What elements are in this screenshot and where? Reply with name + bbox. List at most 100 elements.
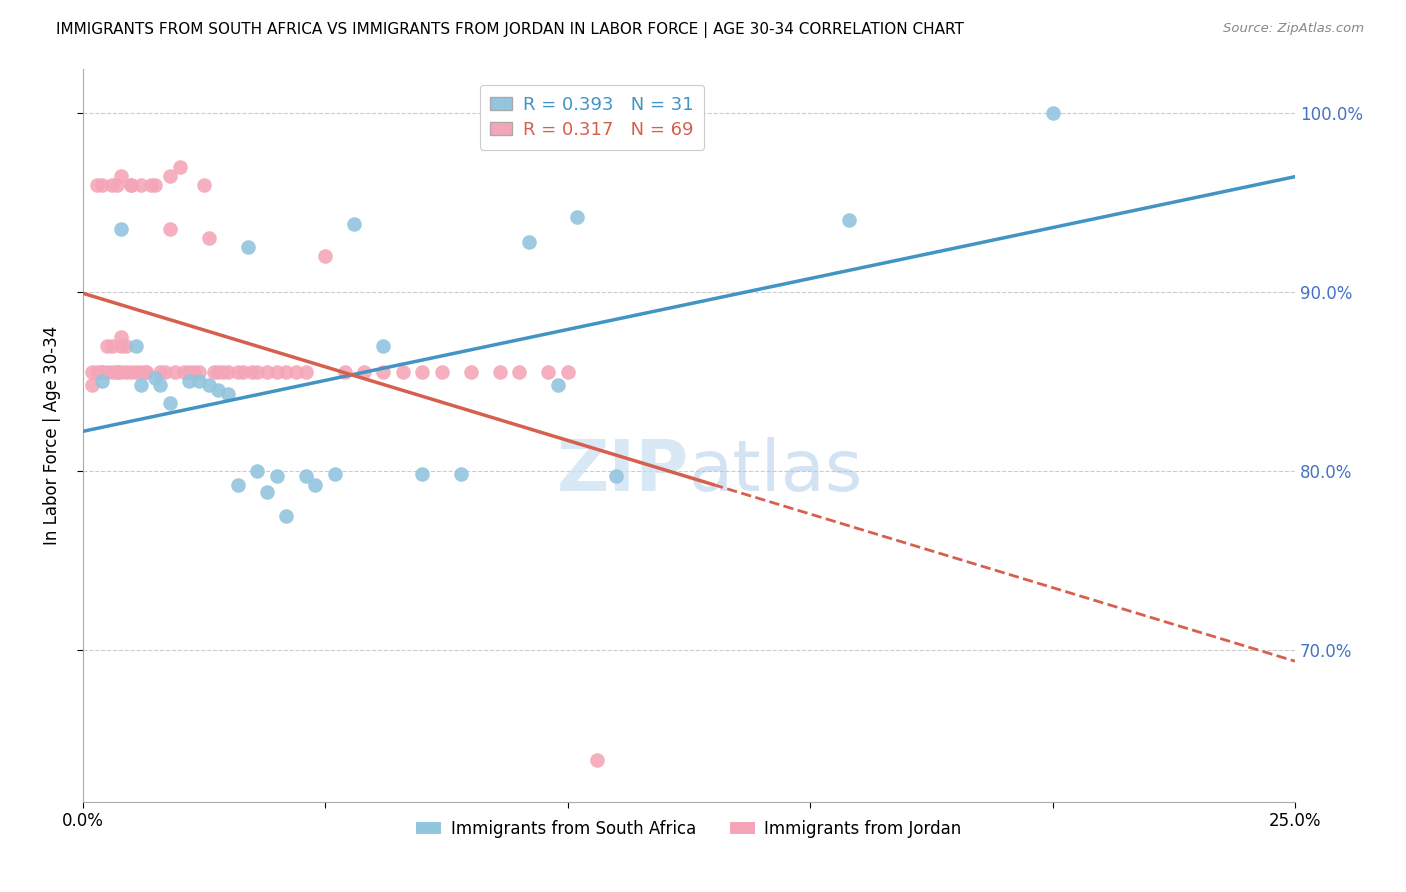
Point [129,178,152,192]
Point [149,378,172,392]
Point [488,366,510,380]
Point [197,378,219,392]
Point [82,378,104,392]
Point [256,366,278,380]
Point [159,396,181,410]
Point [115,366,138,380]
Point [145,371,167,385]
Point [285,366,308,380]
Y-axis label: In Labor Force | Age 30-34: In Labor Force | Age 30-34 [44,326,60,545]
Point [149,366,172,380]
Point [120,178,142,192]
Point [343,217,366,231]
Point [294,366,316,380]
Point [460,366,482,380]
Text: atlas: atlas [689,437,863,506]
Point [207,384,229,398]
Point [110,329,132,343]
Point [373,339,395,353]
Point [547,378,569,392]
Point [188,366,211,380]
Text: IMMIGRANTS FROM SOUTH AFRICA VS IMMIGRANTS FROM JORDAN IN LABOR FORCE | AGE 30-3: IMMIGRANTS FROM SOUTH AFRICA VS IMMIGRAN… [56,22,965,38]
Point [1042,106,1064,120]
Point [110,222,132,236]
Point [179,366,201,380]
Point [323,467,346,482]
Point [129,378,152,392]
Point [314,249,336,263]
Point [110,339,132,353]
Point [82,366,104,380]
Point [188,375,211,389]
Point [145,178,167,192]
Point [105,366,128,380]
Point [276,508,298,523]
Point [246,464,269,478]
Point [605,469,627,483]
Point [557,366,579,380]
Point [256,485,278,500]
Point [159,222,181,236]
Point [100,339,122,353]
Point [110,169,132,183]
Point [246,366,269,380]
Point [105,366,128,380]
Point [276,366,298,380]
Point [517,235,540,249]
Point [91,178,114,192]
Point [91,366,114,380]
Point [207,366,229,380]
Point [202,366,225,380]
Point [96,366,118,380]
Point [120,366,142,380]
Point [105,178,128,192]
Point [91,366,114,380]
Point [110,366,132,380]
Point [411,467,433,482]
Point [183,366,205,380]
Point [153,366,176,380]
Point [139,178,162,192]
Point [232,366,254,380]
Point [120,178,142,192]
Point [135,366,157,380]
Text: Source: ZipAtlas.com: Source: ZipAtlas.com [1223,22,1364,36]
Text: ZIP: ZIP [557,437,689,506]
Point [179,375,201,389]
Point [353,366,375,380]
Point [242,366,264,380]
Point [163,366,186,380]
Point [537,366,560,380]
Point [304,478,326,492]
Point [266,469,288,483]
Point [217,366,239,380]
Point [266,366,288,380]
Point [508,366,530,380]
Legend: Immigrants from South Africa, Immigrants from Jordan: Immigrants from South Africa, Immigrants… [409,814,969,845]
Point [226,478,249,492]
Point [430,366,453,380]
Point [100,178,122,192]
Point [100,366,122,380]
Point [838,213,860,227]
Point [193,178,215,192]
Point [125,339,148,353]
Point [129,366,152,380]
Point [450,467,472,482]
Point [96,339,118,353]
Point [173,366,195,380]
Point [212,366,235,380]
Point [373,366,395,380]
Point [135,366,157,380]
Point [217,387,239,401]
Point [115,339,138,353]
Point [585,754,607,768]
Point [333,366,356,380]
Point [567,210,589,224]
Point [125,366,148,380]
Point [391,366,413,380]
Point [169,160,191,174]
Point [91,375,114,389]
Point [197,231,219,245]
Point [86,178,108,192]
